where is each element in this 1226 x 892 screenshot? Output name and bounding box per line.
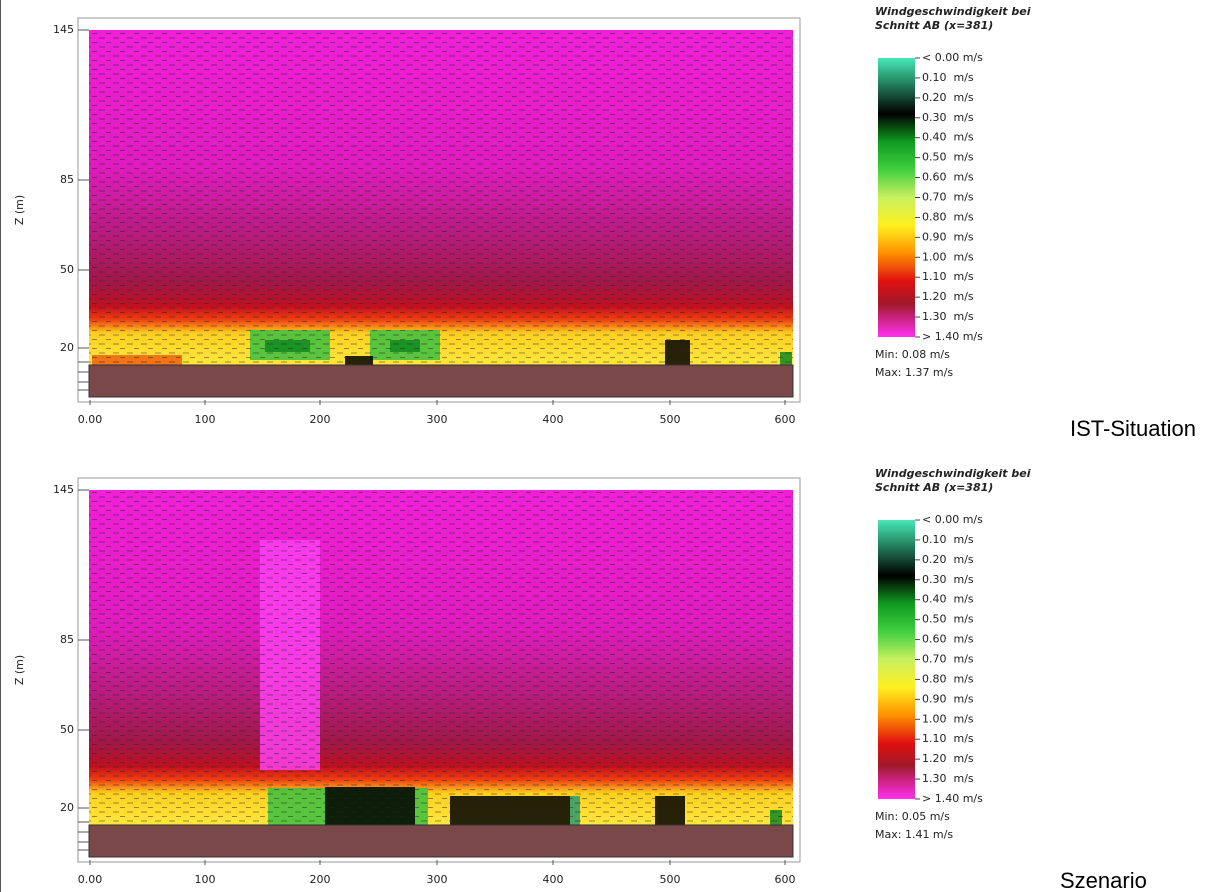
x-tick-label: 100: [195, 413, 216, 426]
legend-label: < 0.00 m/s: [922, 51, 983, 64]
legend-label: 0.40 m/s: [922, 593, 974, 606]
legend-label: 0.50 m/s: [922, 151, 974, 164]
ground: [88, 824, 794, 858]
legend-label: 0.60 m/s: [922, 633, 974, 646]
y-tick-label: 145: [53, 483, 74, 496]
x-tick-label: 400: [543, 873, 564, 886]
y-axis-label: Z (m): [13, 195, 26, 225]
y-tick-label: 85: [60, 173, 74, 186]
legend-label: 0.40 m/s: [922, 131, 974, 144]
legend-label: 0.30 m/s: [922, 111, 974, 124]
legend-label: 1.30 m/s: [922, 310, 974, 323]
legend-label: 1.10 m/s: [922, 732, 974, 745]
x-tick-label: 300: [427, 413, 448, 426]
legend-label: 0.60 m/s: [922, 171, 974, 184]
legend-max: Max: 1.37 m/s: [875, 366, 953, 379]
legend-label: 0.50 m/s: [922, 613, 974, 626]
x-tick-label: 600: [775, 873, 796, 886]
legend-label: 1.00 m/s: [922, 250, 974, 263]
legend-label: 0.80 m/s: [922, 672, 974, 685]
legend-label: 0.70 m/s: [922, 653, 974, 666]
y-tick-label: 20: [60, 341, 74, 354]
legend-label: 0.20 m/s: [922, 91, 974, 104]
legend-label: 1.20 m/s: [922, 290, 974, 303]
legend-max: Max: 1.41 m/s: [875, 828, 953, 841]
legend-title: Schnitt AB (x=381): [875, 481, 993, 494]
legend-label: 1.30 m/s: [922, 772, 974, 785]
legend-min: Min: 0.05 m/s: [875, 810, 950, 823]
arrows: [89, 490, 793, 825]
color-bar: [878, 520, 915, 799]
legend-label: 0.90 m/s: [922, 230, 974, 243]
caption: IST-Situation: [1070, 416, 1196, 441]
arrows: [89, 30, 793, 365]
x-tick-label: 300: [427, 873, 448, 886]
legend-label: 0.90 m/s: [922, 692, 974, 705]
legend-title: Windgeschwindigkeit bei: [875, 467, 1031, 480]
legend-title: Windgeschwindigkeit bei: [875, 5, 1031, 18]
y-tick-label: 50: [60, 723, 74, 736]
legend-label: 0.10 m/s: [922, 533, 974, 546]
y-tick-label: 145: [53, 23, 74, 36]
y-tick-label: 50: [60, 263, 74, 276]
x-tick-label: 0.00: [78, 413, 103, 426]
legend-label: > 1.40 m/s: [922, 330, 983, 343]
legend-label: 1.20 m/s: [922, 752, 974, 765]
y-axis-label: Z (m): [13, 655, 26, 685]
x-tick-label: 400: [543, 413, 564, 426]
ground: [88, 364, 794, 398]
root: 0.00 100 200 300 400 500 600 145 85 50 20 Z (m) Wind…: [0, 0, 1196, 892]
caption: Szenario: [1060, 868, 1147, 892]
legend-label: < 0.00 m/s: [922, 513, 983, 526]
color-bar: [878, 58, 915, 337]
legend-label: 0.20 m/s: [922, 553, 974, 566]
y-tick-label: 20: [60, 801, 74, 814]
legend-title: Schnitt AB (x=381): [875, 19, 993, 32]
legend-label: 0.70 m/s: [922, 191, 974, 204]
legend-label: 0.30 m/s: [922, 573, 974, 586]
legend-label: 1.10 m/s: [922, 270, 974, 283]
legend-label: 0.80 m/s: [922, 210, 974, 223]
x-tick-label: 500: [660, 873, 681, 886]
x-tick-label: 600: [775, 413, 796, 426]
legend-label: 0.10 m/s: [922, 71, 974, 84]
legend-min: Min: 0.08 m/s: [875, 348, 950, 361]
x-tick-label: 0.00: [78, 873, 103, 886]
x-tick-label: 100: [195, 873, 216, 886]
x-tick-label: 200: [310, 873, 331, 886]
x-tick-label: 200: [310, 413, 331, 426]
x-tick-label: 500: [660, 413, 681, 426]
y-tick-label: 85: [60, 633, 74, 646]
legend-label: 1.00 m/s: [922, 712, 974, 725]
legend-label: > 1.40 m/s: [922, 792, 983, 805]
